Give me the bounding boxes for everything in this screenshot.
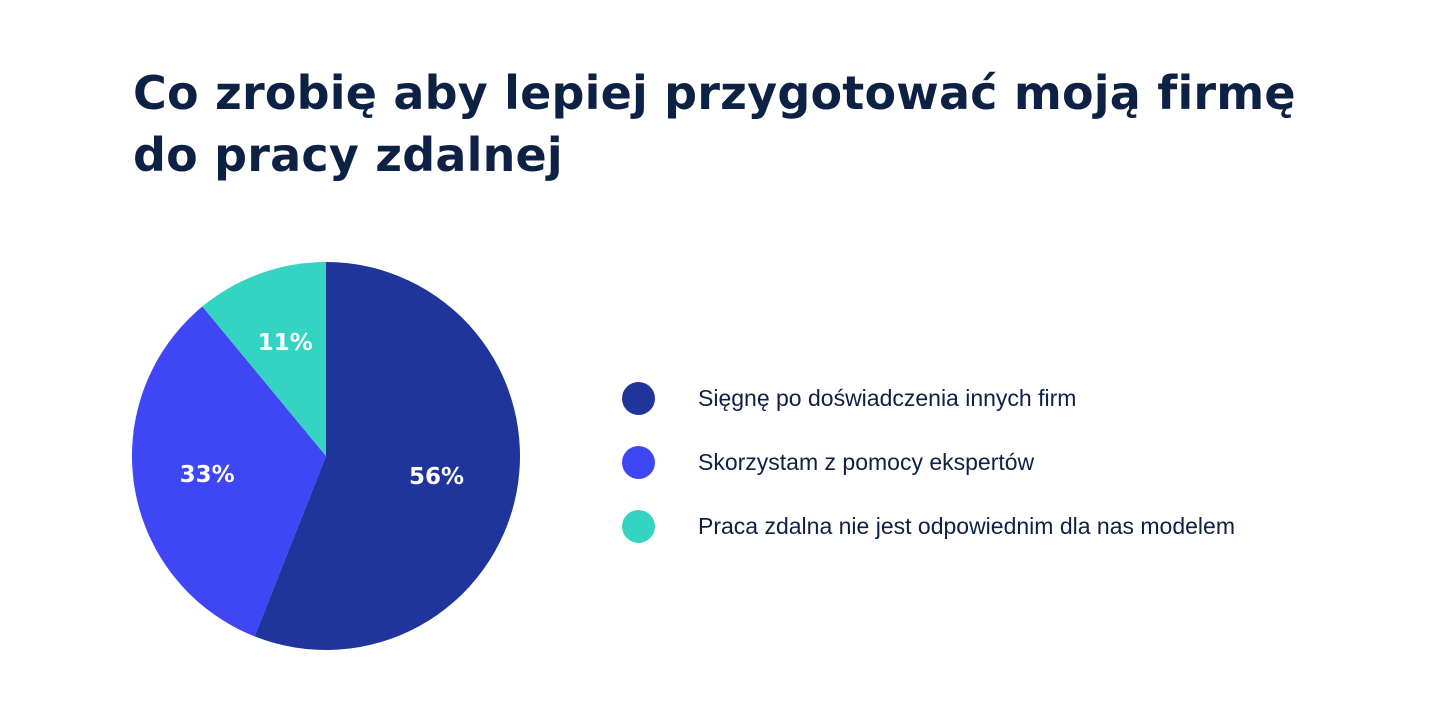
pie-slice-experience [254, 262, 520, 650]
legend-item: Skorzystam z pomocy ekspertów [622, 439, 1235, 485]
legend-item: Praca zdalna nie jest odpowiednim dla na… [622, 503, 1235, 549]
chart-title: Co zrobię aby lepiej przygotować moją fi… [133, 66, 1296, 182]
pie-slice-not-suitable [202, 262, 326, 456]
pie-slice-label: 33% [180, 462, 235, 488]
legend-swatch [622, 445, 655, 479]
legend-swatch [622, 509, 655, 543]
pie-slice-experts [131, 306, 326, 637]
legend-swatch [622, 381, 655, 415]
legend-label: Sięgnę po doświadczenia innych firm [698, 384, 1077, 411]
legend-label: Skorzystam z pomocy ekspertów [698, 448, 1035, 475]
legend-label: Praca zdalna nie jest odpowiednim dla na… [698, 512, 1235, 539]
pie-chart: 56% 33% 11% [131, 262, 520, 650]
pie-slice-label: 56% [409, 464, 464, 490]
pie-slice-label: 11% [258, 330, 313, 356]
chart-legend: Sięgnę po doświadczenia innych firm Skorz… [622, 375, 1235, 567]
legend-item: Sięgnę po doświadczenia innych firm [622, 375, 1235, 421]
